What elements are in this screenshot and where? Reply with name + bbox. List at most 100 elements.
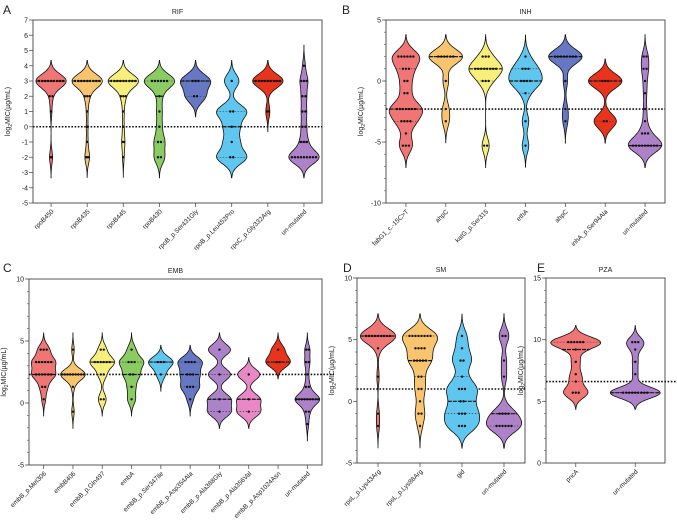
data-point — [414, 347, 417, 350]
violin — [548, 34, 583, 144]
data-point — [61, 79, 65, 83]
panel-b: B INH log2MIC(µg/mL) -10 -5 0 5 fabG1_c.-15C>T a… — [342, 3, 666, 248]
data-point — [494, 67, 498, 71]
data-point — [406, 79, 409, 83]
y-tick-label: -3 — [22, 170, 28, 177]
data-point — [102, 348, 105, 351]
violin — [60, 332, 86, 429]
data-point — [40, 385, 44, 389]
data-point — [601, 79, 604, 83]
chart-title: EMB — [168, 268, 184, 275]
data-point — [417, 412, 420, 415]
data-point — [191, 79, 194, 83]
x-tick-label: un-mutated — [480, 468, 508, 496]
data-point — [302, 140, 306, 144]
violin-group — [118, 332, 145, 417]
data-point — [156, 360, 160, 364]
data-point — [49, 110, 53, 113]
data-point — [311, 398, 315, 401]
data-point — [40, 373, 44, 376]
data-point — [296, 156, 300, 159]
data-point — [482, 144, 486, 147]
violin — [35, 60, 67, 179]
violin — [148, 344, 174, 392]
violin-group — [89, 332, 116, 417]
data-point — [184, 360, 187, 364]
x-tick-label: ethA — [516, 208, 531, 223]
data-point — [400, 55, 403, 58]
data-point — [301, 95, 304, 98]
data-point — [125, 79, 128, 83]
violin-group — [508, 34, 543, 168]
data-point — [444, 120, 447, 123]
violin-group — [444, 313, 480, 449]
violin-group — [588, 58, 623, 144]
data-point — [418, 424, 422, 428]
data-point — [574, 380, 577, 383]
data-point — [364, 334, 368, 338]
data-point — [625, 391, 628, 394]
data-point — [463, 424, 467, 428]
panel-a: A RIF log2MIC(µg/mL) -5 -4 -3 -2 -1 0 1 2 3 4 5 6 7 rpoB… — [3, 3, 323, 252]
data-point — [462, 359, 465, 362]
y-tick-label: 15 — [533, 276, 541, 283]
data-point — [295, 398, 298, 401]
data-point — [306, 373, 309, 376]
x-tick-label: embB_p.Met306 — [9, 470, 48, 509]
data-point — [604, 79, 607, 83]
data-point — [507, 412, 510, 415]
y-tick-label: 10 — [344, 276, 352, 283]
data-point — [131, 79, 134, 83]
data-point — [376, 347, 380, 350]
data-point — [420, 387, 423, 391]
data-point — [570, 340, 573, 344]
data-point — [403, 120, 406, 123]
data-point — [407, 67, 411, 71]
data-point — [519, 79, 523, 83]
data-point — [498, 412, 501, 415]
data-point — [579, 340, 582, 344]
data-point — [46, 79, 50, 83]
y-axis-label: log2MIC(µg/mL) — [5, 87, 14, 136]
violin-group — [428, 34, 463, 144]
violin-group — [550, 325, 602, 410]
data-point — [188, 373, 192, 376]
data-point — [46, 373, 50, 376]
data-point — [649, 144, 653, 147]
data-point — [304, 348, 308, 351]
data-point — [74, 373, 77, 376]
y-tick-label: -1 — [22, 140, 28, 147]
y-axis-label: log2MIC(µg/mL) — [1, 347, 10, 396]
data-point — [559, 55, 563, 58]
data-point — [267, 110, 271, 113]
data-point — [643, 144, 647, 147]
data-point — [94, 79, 98, 83]
data-point — [91, 79, 95, 83]
data-point — [314, 398, 317, 401]
data-point — [307, 348, 310, 351]
y-tick-label: 4 — [24, 63, 28, 70]
data-point — [42, 398, 45, 401]
data-point — [574, 348, 577, 351]
data-point — [406, 120, 409, 123]
data-point — [607, 79, 610, 83]
data-point — [643, 79, 647, 83]
data-point — [444, 79, 447, 83]
data-point — [401, 67, 405, 71]
violin — [468, 34, 503, 168]
data-point — [40, 79, 44, 83]
data-point — [409, 120, 412, 123]
data-point — [311, 156, 315, 159]
data-point — [185, 373, 189, 376]
data-point — [642, 55, 645, 58]
violin — [486, 313, 522, 449]
data-point — [502, 359, 506, 362]
data-point — [646, 144, 650, 147]
violin-group — [548, 34, 583, 144]
violin — [265, 332, 291, 380]
data-point — [410, 107, 414, 111]
data-point — [622, 391, 625, 394]
data-point — [485, 67, 489, 71]
data-point — [76, 79, 80, 83]
